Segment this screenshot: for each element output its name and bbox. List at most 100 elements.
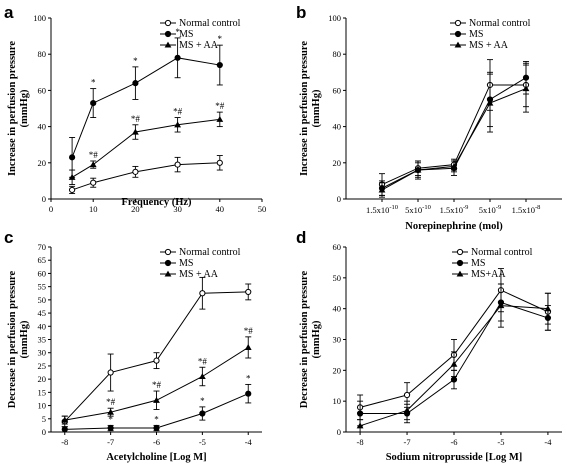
data-point (245, 288, 252, 296)
data-point (497, 302, 505, 309)
legend-marker (456, 248, 464, 256)
significance-label: * (246, 373, 251, 383)
legend-marker (164, 259, 172, 267)
data-point (378, 186, 386, 193)
data-point (356, 422, 364, 429)
data-point (69, 154, 76, 161)
y-axis-label-line: Increase in perfusion pressure (7, 41, 18, 176)
y-axis-label-line: (mmHg) (311, 320, 322, 358)
data-point (216, 115, 224, 122)
y-tick-label: 40 (38, 122, 47, 132)
x-tick-label: -5 (497, 437, 504, 447)
significance-label: * (154, 414, 159, 424)
significance-label: * (108, 414, 113, 424)
significance-label: *# (106, 397, 116, 407)
series-ms-aa: *# *# *# *# (61, 326, 253, 425)
y-tick-label: 100 (328, 13, 341, 23)
y-tick-label: 5 (42, 414, 46, 424)
y-tick-label: 60 (333, 242, 342, 252)
data-point (450, 376, 458, 383)
data-point (414, 166, 422, 173)
x-tick-label: -8 (61, 437, 68, 447)
x-axis-label: Frequency (Hz) (121, 197, 192, 208)
x-tick-label: 40 (216, 204, 225, 214)
x-tick-label: 1.5x10-9 (440, 204, 469, 215)
data-point (107, 408, 115, 415)
data-point (522, 85, 530, 92)
y-tick-label: 20 (38, 374, 47, 384)
x-tick-label: 0 (49, 204, 53, 214)
y-tick-label: 0 (337, 427, 341, 437)
significance-label: * (133, 56, 138, 66)
data-point (107, 369, 114, 376)
legend-marker (456, 259, 464, 267)
x-tick-label-base: 1.5x10 (512, 205, 535, 215)
legend-marker (164, 270, 172, 277)
legend-marker (454, 41, 462, 48)
data-point (132, 80, 139, 87)
y-tick-label: 40 (333, 304, 342, 314)
series-line (71, 57, 220, 158)
legend-marker (454, 19, 462, 27)
panel-a: a 0 20 40 60 80 100 0 10 20 30 40 50 Frequency (Hz) In… (4, 3, 266, 214)
x-axis-label: Norepinephrine (mol) (405, 221, 503, 232)
x-tick-label: 1.5x10-8 (512, 204, 541, 215)
y-axis-label-line: Decrease in perfusion pressure (299, 270, 310, 408)
y-axis-label: Decrease in perfusion pressure(mmHg) (7, 270, 30, 408)
y-tick-label: 20 (333, 158, 342, 168)
y-tick-label: 40 (38, 321, 47, 331)
series-normal-control (69, 155, 223, 195)
x-axis-label: Sodium nitroprusside [Log M] (386, 452, 523, 463)
y-axis-label: Increase in perfusion pressure(mmHg) (299, 41, 322, 176)
significance-label: *# (152, 380, 162, 390)
significance-label: *# (173, 107, 183, 117)
data-point (544, 305, 552, 312)
data-point (174, 121, 181, 128)
legend-marker (164, 248, 172, 256)
data-point (450, 163, 458, 169)
y-tick-label: 80 (38, 49, 47, 59)
significance-label: * (218, 34, 223, 44)
x-tick-label-exponent: -10 (422, 204, 431, 211)
x-axis-label: Acetylcholine [Log M] (106, 452, 206, 463)
data-point (153, 357, 160, 364)
x-tick-label: 30 (173, 204, 182, 214)
series-ms-aa (356, 283, 552, 433)
legend-marker (456, 270, 464, 277)
x-tick-label: -5 (199, 437, 206, 447)
y-tick-label: 60 (38, 268, 47, 278)
x-tick-label: 1.5x10-10 (366, 204, 398, 215)
series-ms-aa: *# *# *# *# (68, 101, 225, 185)
y-tick-label: 45 (38, 308, 47, 318)
panel-letter: a (4, 3, 14, 22)
data-point (486, 99, 494, 106)
y-tick-label: 60 (38, 85, 47, 95)
data-point (198, 373, 206, 380)
y-axis-label-line: (mmHg) (19, 320, 30, 358)
legend-label: MS+AA (471, 269, 506, 280)
x-tick-label: -6 (450, 437, 457, 447)
y-tick-label: 55 (38, 282, 47, 292)
panel-letter: c (4, 228, 13, 247)
x-tick-label-exponent: -10 (389, 204, 398, 211)
y-tick-label: 30 (38, 348, 47, 358)
data-point (61, 426, 68, 433)
series-ms: * * * * (69, 27, 223, 178)
legend-label: MS (179, 258, 193, 269)
data-point (245, 390, 252, 397)
x-tick-label: 5x10-9 (479, 204, 501, 215)
legend-label: Normal control (179, 247, 241, 258)
data-point (132, 128, 139, 135)
y-tick-label: 20 (38, 158, 47, 168)
y-tick-label: 50 (38, 295, 47, 305)
x-tick-label: -7 (107, 437, 114, 447)
y-tick-label: 80 (333, 49, 342, 59)
y-tick-label: 20 (333, 365, 342, 375)
y-tick-label: 30 (333, 335, 342, 345)
x-tick-label: -4 (245, 437, 253, 447)
y-tick-label: 50 (333, 273, 342, 283)
significance-label: * (91, 78, 96, 88)
